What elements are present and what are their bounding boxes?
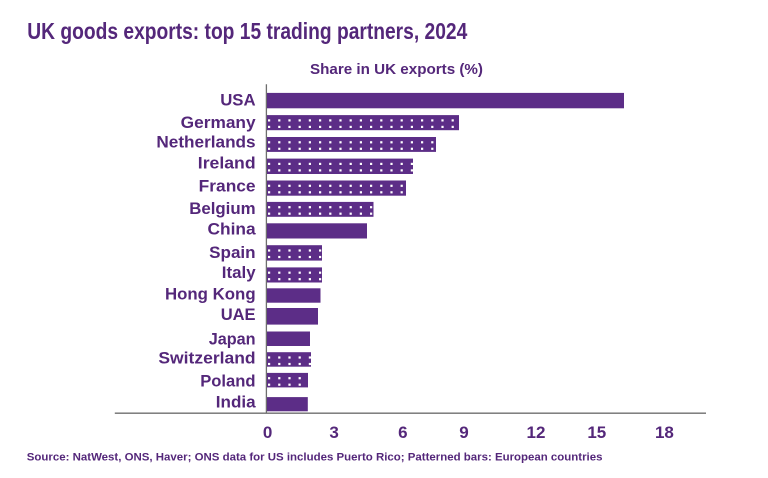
svg-text:UK goods exports: top 15 tradi: UK goods exports: top 15 trading partner… [27, 18, 467, 44]
svg-text:Belgium: Belgium [189, 199, 255, 218]
svg-text:Hong Kong: Hong Kong [165, 285, 256, 304]
svg-text:Netherlands: Netherlands [156, 133, 255, 152]
svg-text:UAE: UAE [221, 305, 256, 324]
svg-text:Spain: Spain [209, 243, 255, 262]
svg-text:Switzerland: Switzerland [158, 349, 255, 368]
svg-text:China: China [208, 220, 257, 239]
svg-text:France: France [199, 177, 256, 196]
svg-text:Italy: Italy [222, 263, 256, 282]
svg-text:Germany: Germany [181, 113, 256, 132]
svg-text:3: 3 [329, 423, 338, 442]
svg-text:Poland: Poland [200, 372, 255, 391]
svg-text:6: 6 [398, 423, 407, 442]
svg-text:12: 12 [527, 423, 546, 442]
svg-text:India: India [216, 392, 256, 411]
svg-text:15: 15 [587, 423, 606, 442]
svg-text:Share in UK exports (%): Share in UK exports (%) [310, 61, 483, 78]
svg-text:18: 18 [655, 423, 674, 442]
svg-text:Japan: Japan [209, 330, 256, 349]
svg-text:USA: USA [220, 91, 255, 110]
svg-text:0: 0 [263, 423, 272, 442]
svg-text:Ireland: Ireland [198, 153, 256, 172]
svg-text:9: 9 [459, 423, 468, 442]
svg-text:Source: NatWest, ONS, Haver; O: Source: NatWest, ONS, Haver; ONS data fo… [27, 452, 603, 464]
